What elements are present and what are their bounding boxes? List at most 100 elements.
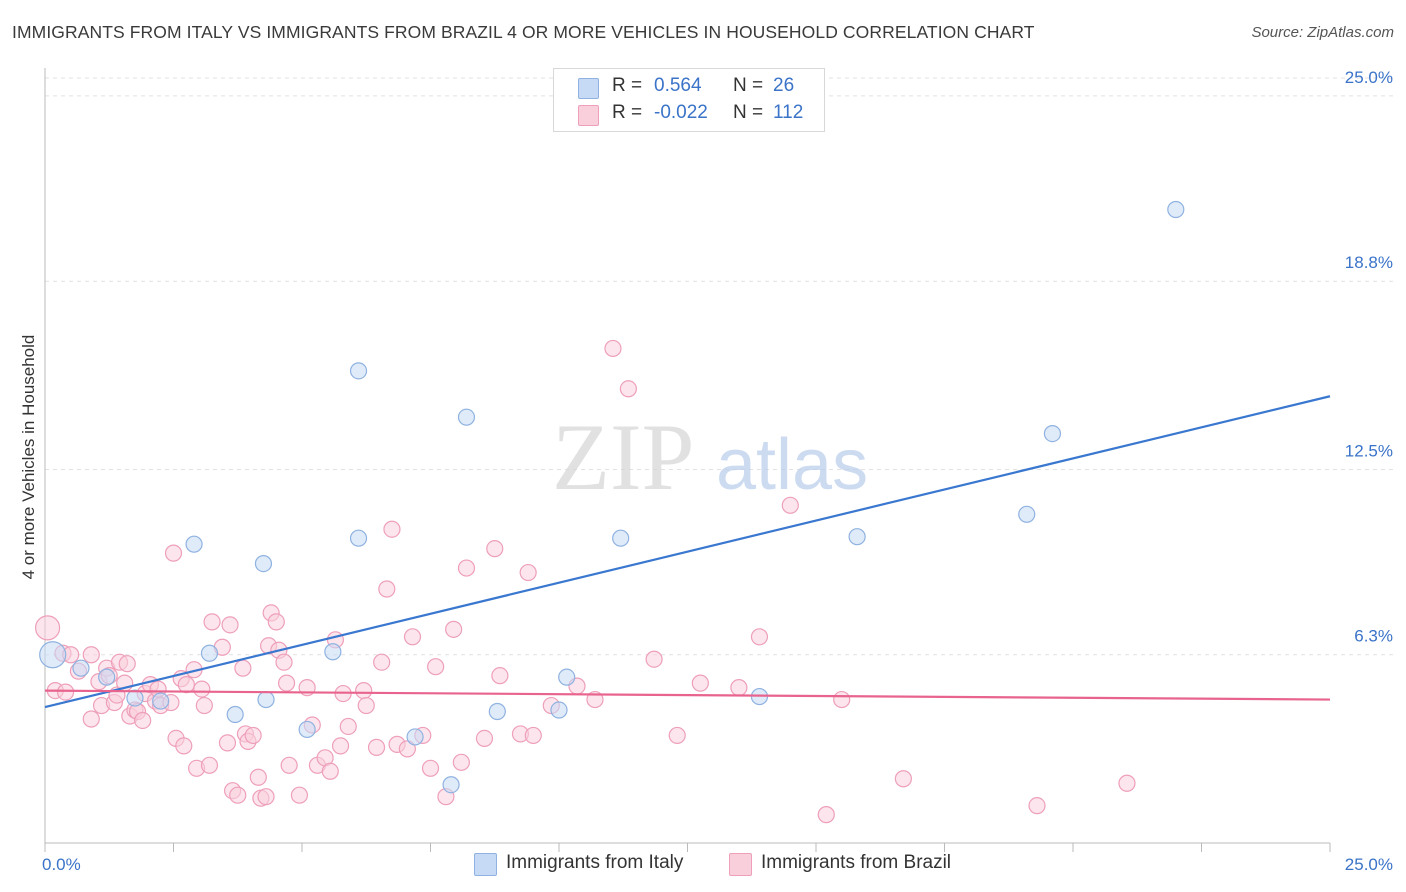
legend-swatch-italy <box>474 853 497 876</box>
point-brazil <box>249 768 267 786</box>
legend-label-italy: Immigrants from Italy <box>506 852 684 873</box>
axes <box>44 68 1331 852</box>
point-brazil <box>82 646 100 664</box>
point-brazil <box>257 788 275 806</box>
point-italy <box>406 728 424 746</box>
point-brazil <box>604 339 622 358</box>
point-brazil <box>491 667 509 685</box>
point-brazil <box>229 786 247 804</box>
point-italy <box>200 644 219 662</box>
point-italy <box>257 690 275 709</box>
r-value: 0.564 <box>654 75 702 96</box>
point-italy <box>226 705 244 724</box>
n-label: N = <box>733 75 764 96</box>
point-italy <box>612 529 630 547</box>
point-italy <box>39 641 67 669</box>
point-italy <box>488 702 506 721</box>
point-italy <box>457 408 476 426</box>
point-brazil <box>218 734 237 752</box>
gridlines <box>45 77 1395 656</box>
point-brazil <box>398 740 416 758</box>
point-italy <box>442 776 460 794</box>
point-brazil <box>56 683 75 701</box>
point-italy <box>72 659 90 677</box>
point-brazil <box>645 650 663 668</box>
legend-swatch-brazil <box>729 853 752 876</box>
point-brazil <box>486 540 504 558</box>
point-brazil <box>730 679 748 697</box>
point-brazil <box>331 737 350 755</box>
point-italy <box>152 692 170 710</box>
point-italy <box>848 528 866 546</box>
point-brazil <box>750 628 769 646</box>
n-value: 112 <box>773 102 804 123</box>
y-tick-label: 12.5% <box>1345 441 1393 460</box>
point-brazil <box>175 737 193 755</box>
point-brazil <box>378 580 396 598</box>
point-italy <box>254 554 273 573</box>
point-brazil <box>894 770 912 788</box>
point-brazil <box>118 655 136 673</box>
point-brazil <box>177 676 195 694</box>
point-brazil <box>280 756 298 774</box>
point-brazil <box>457 559 476 577</box>
point-italy <box>1018 505 1036 523</box>
stats-box: R = 0.564 N = 26 R = -0.022 N = 112 <box>553 68 825 132</box>
italy-swatch <box>578 78 599 99</box>
point-brazil <box>34 615 61 641</box>
point-brazil <box>195 696 213 715</box>
point-italy <box>185 535 203 553</box>
r-label: R = <box>612 75 643 96</box>
point-brazil <box>200 756 219 774</box>
point-brazil <box>1028 797 1046 815</box>
brazil-swatch <box>578 105 599 126</box>
point-brazil <box>1118 774 1136 792</box>
point-brazil <box>524 726 542 745</box>
point-brazil <box>164 544 183 562</box>
y-axis-label: 4 or more Vehicles in Household <box>19 335 38 580</box>
point-italy <box>349 362 368 380</box>
trend-line-italy <box>44 395 1331 709</box>
point-brazil <box>203 613 221 631</box>
chart-title: IMMIGRANTS FROM ITALY VS IMMIGRANTS FROM… <box>12 22 1035 42</box>
point-brazil <box>357 696 375 715</box>
point-italy <box>550 701 568 719</box>
legend-label-brazil: Immigrants from Brazil <box>761 852 952 873</box>
r-value: -0.022 <box>654 102 708 123</box>
point-brazil <box>267 613 285 631</box>
point-brazil <box>321 762 339 780</box>
r-label: R = <box>612 102 643 123</box>
y-tick-label: 6.3% <box>1354 627 1393 646</box>
n-label: N = <box>733 102 764 123</box>
point-brazil <box>134 711 152 730</box>
point-brazil <box>403 628 422 646</box>
point-brazil <box>367 738 386 756</box>
point-italy <box>1167 200 1185 219</box>
point-brazil <box>277 674 296 692</box>
n-value: 26 <box>773 75 795 96</box>
point-brazil <box>519 563 537 582</box>
point-brazil <box>355 681 373 700</box>
point-brazil <box>193 680 211 698</box>
trend-lines <box>44 395 1331 709</box>
point-brazil <box>275 653 293 671</box>
x-tick-label: 25.0% <box>1345 855 1393 874</box>
point-brazil <box>244 726 262 745</box>
point-italy <box>298 720 316 739</box>
point-italy <box>324 643 342 661</box>
point-italy <box>558 668 576 686</box>
point-brazil <box>619 380 637 398</box>
point-brazil <box>234 659 252 677</box>
point-italy <box>126 689 144 707</box>
watermark-atlas: atlas <box>716 425 868 505</box>
point-brazil <box>668 726 686 745</box>
trend-line-brazil <box>44 689 1331 701</box>
point-brazil <box>427 658 445 676</box>
point-brazil <box>221 616 239 634</box>
point-italy <box>349 529 368 547</box>
point-brazil <box>82 710 100 728</box>
point-italy <box>98 668 116 686</box>
point-brazil <box>817 806 835 824</box>
point-brazil <box>373 653 391 671</box>
